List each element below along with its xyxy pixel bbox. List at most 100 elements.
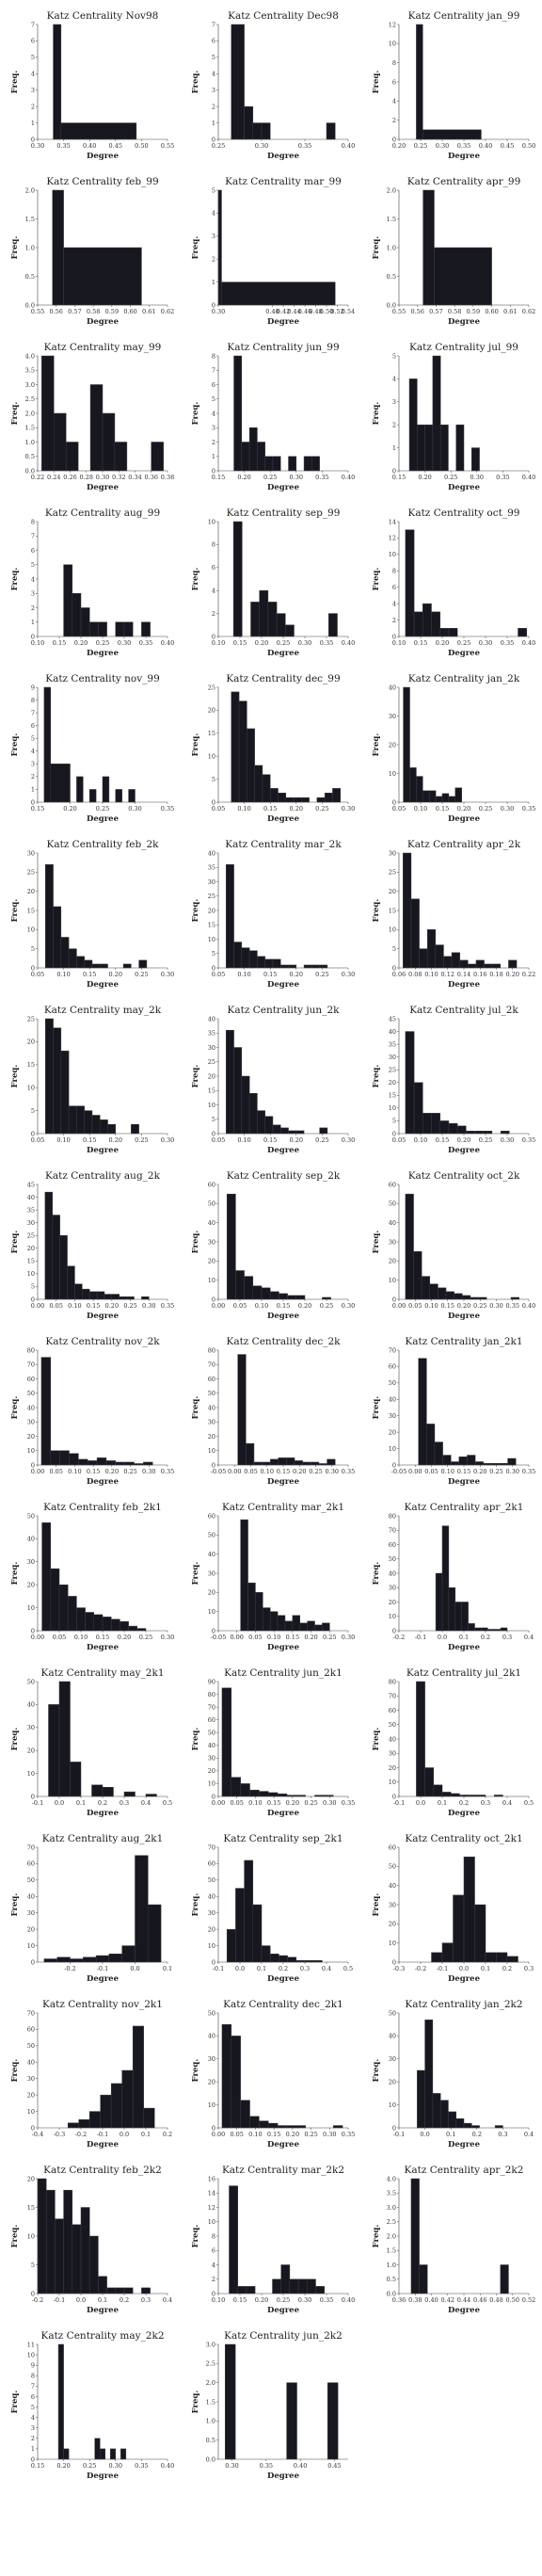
x-tick-label: 0.30	[142, 1468, 155, 1475]
y-tick-label: 50	[208, 1532, 215, 1539]
histogram-bar	[417, 2069, 425, 2129]
x-tick-label: 0.30	[501, 1136, 514, 1144]
histogram-bar	[506, 1956, 518, 1963]
x-axis-label: Degree	[87, 980, 120, 990]
histogram-bar	[307, 1620, 315, 1632]
histogram-bar	[448, 628, 458, 637]
chart-title: Katz Centrality jan_99	[408, 10, 520, 22]
x-tick-label: 0.2	[502, 1965, 512, 1972]
x-tick-label: 0.4	[322, 1965, 331, 1972]
x-tick-label: 0.50	[522, 142, 535, 150]
histogram-bar	[102, 1786, 114, 1797]
x-tick-label: 0.20	[457, 805, 470, 813]
y-tick-label: 1.0	[25, 244, 35, 251]
x-tick-label: 0.57	[429, 308, 442, 315]
histogram-bar	[259, 1791, 269, 1797]
y-tick-label: 80	[27, 1346, 35, 1354]
x-tick-label: 0.2	[279, 1965, 288, 1972]
x-axis-label: Degree	[267, 2306, 300, 2315]
histogram-bar	[297, 2278, 308, 2294]
x-tick-label: 0.30	[225, 2462, 238, 2470]
histogram-svg: Katz Centrality feb_2k2 -0.2 -0.1 0.0 0.1 0.2…	[10, 2165, 172, 2315]
x-axis-label: Degree	[267, 2471, 300, 2481]
histogram-panel: Katz Centrality mar_2k 0.05 0.10 0.15 0.20 0.…	[181, 838, 359, 1004]
y-tick-label: 40	[389, 1396, 396, 1404]
histogram-bar	[89, 384, 104, 472]
histogram-bar	[481, 1627, 488, 1632]
histogram-bar	[99, 2448, 106, 2460]
x-tick-label: 0.06	[392, 971, 406, 978]
histogram-bar	[307, 2278, 316, 2294]
histogram-bar	[102, 1617, 112, 1632]
y-tick-label: 0	[31, 2124, 35, 2132]
x-tick-label: 0.05	[31, 1136, 44, 1144]
x-tick-label: 0.40	[522, 1302, 535, 1310]
histogram-bar	[292, 1615, 300, 1632]
histogram-bar	[287, 1956, 297, 1963]
y-tick-label: 10	[389, 1277, 396, 1284]
histogram-bar	[63, 564, 73, 637]
x-tick-label: 0.15	[233, 2296, 247, 2304]
histogram-bar	[470, 1296, 479, 1300]
y-tick-label: 20	[27, 2091, 35, 2099]
x-tick-label: 0.62	[522, 308, 535, 315]
y-tick-label: 1	[31, 2445, 35, 2453]
x-tick-label: 0.10	[237, 971, 250, 978]
x-tick-label: 0.42	[277, 308, 290, 315]
histogram-svg: Katz Centrality apr_2k0.06 0.08 0.10 0.12 0.…	[372, 839, 535, 990]
histogram-svg: Katz Centrality feb_99 0.55 0.56 0.57 0.58 0.…	[10, 176, 174, 327]
x-tick-label: 0.25	[304, 2131, 317, 2138]
histogram-bar	[231, 691, 240, 803]
y-axis-label: Freq.	[191, 71, 200, 94]
y-tick-label: 10	[208, 1102, 215, 1109]
chart-title: Katz Centrality nov_99	[45, 673, 160, 684]
y-tick-label: 0	[392, 964, 396, 972]
chart-title: Katz Centrality feb_2k	[46, 839, 159, 850]
x-tick-label: 0.25	[277, 639, 290, 647]
x-tick-label: 0.3	[524, 1965, 534, 1972]
histogram-bar	[455, 424, 465, 472]
y-tick-label: 25	[389, 869, 396, 877]
histogram-bar	[422, 129, 482, 140]
x-tick-label: 0.32	[112, 474, 125, 481]
y-tick-label: 40	[389, 1219, 396, 1227]
x-tick-label: 0.48	[309, 308, 322, 315]
x-axis-label: Degree	[87, 1312, 120, 1321]
histogram-bar	[448, 2111, 456, 2129]
x-tick-label: 0.35	[56, 142, 70, 150]
y-axis-label: Freq.	[10, 2225, 20, 2248]
histogram-bar	[226, 1928, 236, 1963]
x-tick-label: 0.20	[63, 805, 76, 813]
x-tick-label: 0.35	[522, 1136, 535, 1144]
x-tick-label: 0.35	[342, 1799, 355, 1807]
y-tick-label: 60	[389, 1843, 396, 1851]
histogram-svg: Katz Centrality feb_2k 0.05 0.10 0.15 0.20 0.…	[10, 839, 174, 990]
histogram-bar	[458, 1457, 468, 1466]
y-tick-label: 5	[31, 2404, 35, 2411]
histogram-bar	[123, 2287, 134, 2294]
histogram-bar	[37, 2178, 47, 2294]
histogram-svg: Katz Centrality jul_2k 0.05 0.10 0.15 0.20 0.…	[372, 1005, 535, 1155]
histogram-svg: Katz Centrality jun_2k 0.05 0.10 0.15 0.20 0.…	[191, 1005, 355, 1155]
histogram-bar	[111, 1294, 120, 1300]
histogram-svg: Katz Centrality oct_99 0.10 0.15 0.20 0.25 0.…	[372, 507, 535, 658]
histogram-bar	[455, 2117, 465, 2129]
histogram-bar	[63, 247, 142, 306]
x-axis-label: Degree	[87, 649, 120, 658]
y-tick-label: 0	[392, 1958, 396, 1966]
y-tick-label: 50	[208, 1200, 215, 1208]
x-tick-label: 0.25	[263, 474, 277, 481]
chart-title: Katz Centrality apr_2k1	[405, 1502, 524, 1513]
histogram-bar	[287, 1295, 297, 1300]
y-tick-label: 4.0	[387, 2175, 396, 2182]
histogram-bar	[50, 1568, 60, 1632]
y-tick-label: 20	[27, 1245, 35, 1252]
histogram-bar	[115, 1461, 125, 1466]
histogram-bar	[102, 412, 116, 472]
x-axis-label: Degree	[448, 317, 481, 327]
histogram-svg: Katz Centrality Nov98 0.30 0.35 0.40 0.45 0.5…	[10, 10, 174, 161]
y-tick-label: 5	[31, 945, 35, 953]
histogram-bar	[288, 1130, 297, 1135]
x-tick-label: 0.15	[267, 2131, 280, 2138]
y-tick-label: 80	[208, 1691, 215, 1699]
